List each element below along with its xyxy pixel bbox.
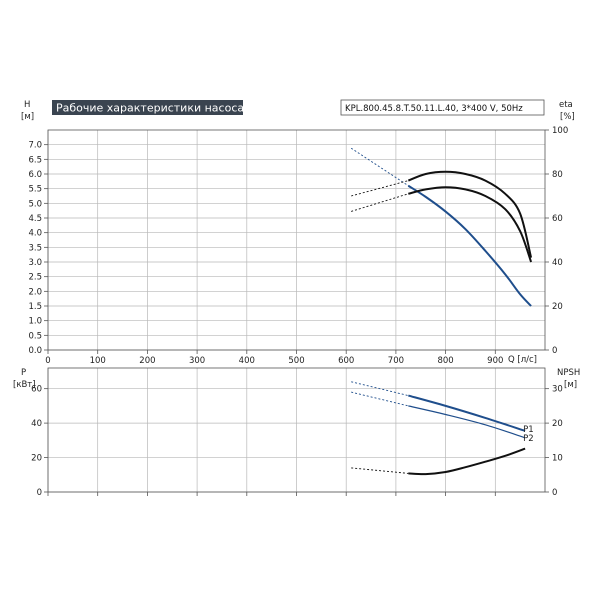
- series-label-p2: P2: [523, 434, 534, 444]
- npsh-tick-label: 20: [552, 419, 563, 429]
- head-tick-label: 2.5: [28, 273, 42, 283]
- efficiency-axis-ticks: 0 20 40 60 80 100: [545, 126, 568, 356]
- top-curve-2-extrapolation: [351, 180, 409, 197]
- efficiency-tick-label: 100: [552, 126, 568, 136]
- series-label-p1: P1: [523, 425, 534, 435]
- head-tick-label: 6.0: [28, 170, 42, 180]
- power-tick-label: 20: [31, 454, 42, 464]
- pump-model-label: KPL.800.45.8.T.50.11.L.40, 3*400 V, 50Hz: [345, 104, 523, 114]
- efficiency-tick-label: 0: [552, 346, 557, 356]
- head-efficiency-curves: [350, 147, 533, 307]
- head-axis-unit: [м]: [21, 112, 34, 122]
- power-axis-unit: [кВт]: [13, 380, 36, 390]
- power-tick-label: 40: [31, 419, 42, 429]
- flow-tick-label: 500: [288, 356, 304, 366]
- top-curve-1-extrapolation: [350, 147, 409, 187]
- bottom-plot-frame: [47, 367, 546, 493]
- efficiency-axis-symbol: eta: [559, 100, 573, 110]
- head-tick-label: 7.0: [28, 141, 42, 151]
- efficiency-tick-label: 20: [552, 302, 563, 312]
- chart-title-box: [52, 100, 243, 115]
- head-tick-label: 3.0: [28, 258, 42, 268]
- head-tick-label: 4.5: [28, 214, 42, 224]
- head-tick-label: 5.5: [28, 185, 42, 195]
- model-label-box: [340, 99, 545, 116]
- head-tick-label: 1.5: [28, 302, 42, 312]
- flow-tick-label: 800: [437, 356, 453, 366]
- head-tick-label: 1.0: [28, 317, 42, 327]
- bottom-curve-2: [408, 405, 526, 439]
- flow-tick-label: 900: [487, 356, 503, 366]
- npsh-axis-unit: [м]: [564, 380, 577, 390]
- power-axis-ticks: 0 20 40 60: [31, 385, 48, 498]
- flow-tick-label: 100: [90, 356, 106, 366]
- top-curve-1: [407, 184, 532, 307]
- head-axis-symbol: H: [24, 100, 30, 110]
- npsh-axis-symbol: NPSH: [557, 368, 580, 378]
- head-tick-label: 0.0: [28, 346, 42, 356]
- bottom-curve-1: [408, 394, 526, 432]
- flow-tick-label: 0: [45, 356, 50, 366]
- head-tick-label: 4.0: [28, 229, 42, 239]
- npsh-tick-label: 10: [552, 454, 563, 464]
- flow-tick-label: 300: [189, 356, 205, 366]
- head-tick-label: 3.5: [28, 243, 42, 253]
- top-curve-3-extrapolation: [351, 193, 409, 212]
- power-tick-label: 60: [31, 385, 42, 395]
- bottom-curve-3-extrapolation: [351, 467, 409, 474]
- bottom-curve-1-extrapolation: [351, 381, 409, 396]
- head-efficiency-panel: 0.0 0.5 1.0 1.5 2.0 2.5 3.0 3.5 4.0 4.5 5.0 5.5 6.0 6…: [21, 99, 575, 366]
- chart-title: Рабочие характеристики насоса: [56, 102, 244, 115]
- head-tick-label: 5.0: [28, 199, 42, 209]
- efficiency-tick-label: 40: [552, 258, 563, 268]
- top-plot-frame: [47, 129, 546, 351]
- flow-axis-ticks: 0 100 200 300 400 500 600 700 800 900: [45, 350, 503, 366]
- npsh-axis-ticks: 0 10 20 30: [47, 385, 563, 498]
- npsh-tick-label: 30: [552, 385, 563, 395]
- flow-tick-label: 600: [338, 356, 354, 366]
- efficiency-tick-label: 80: [552, 170, 563, 180]
- flow-tick-label: 400: [239, 356, 255, 366]
- head-axis-ticks: 0.0 0.5 1.0 1.5 2.0 2.5 3.0 3.5 4.0 4.5 5.0 5.5 6.0 6…: [28, 141, 48, 356]
- top-curve-2: [407, 170, 533, 258]
- head-tick-label: 2.0: [28, 287, 42, 297]
- flow-axis-label: Q [л/с]: [508, 355, 537, 365]
- head-tick-label: 0.5: [28, 331, 42, 341]
- flow-tick-label: 700: [388, 356, 404, 366]
- power-tick-label: 0: [37, 488, 42, 498]
- bottom-curve-3: [408, 447, 526, 476]
- head-tick-label: 6.5: [28, 155, 42, 165]
- top-curve-3: [408, 186, 533, 263]
- bottom-curve-2-extrapolation: [351, 391, 409, 407]
- npsh-tick-label: 0: [552, 488, 557, 498]
- efficiency-axis-unit: [%]: [560, 112, 575, 122]
- power-axis-symbol: P: [21, 368, 26, 378]
- flow-tick-label: 200: [139, 356, 155, 366]
- efficiency-tick-label: 60: [552, 214, 563, 224]
